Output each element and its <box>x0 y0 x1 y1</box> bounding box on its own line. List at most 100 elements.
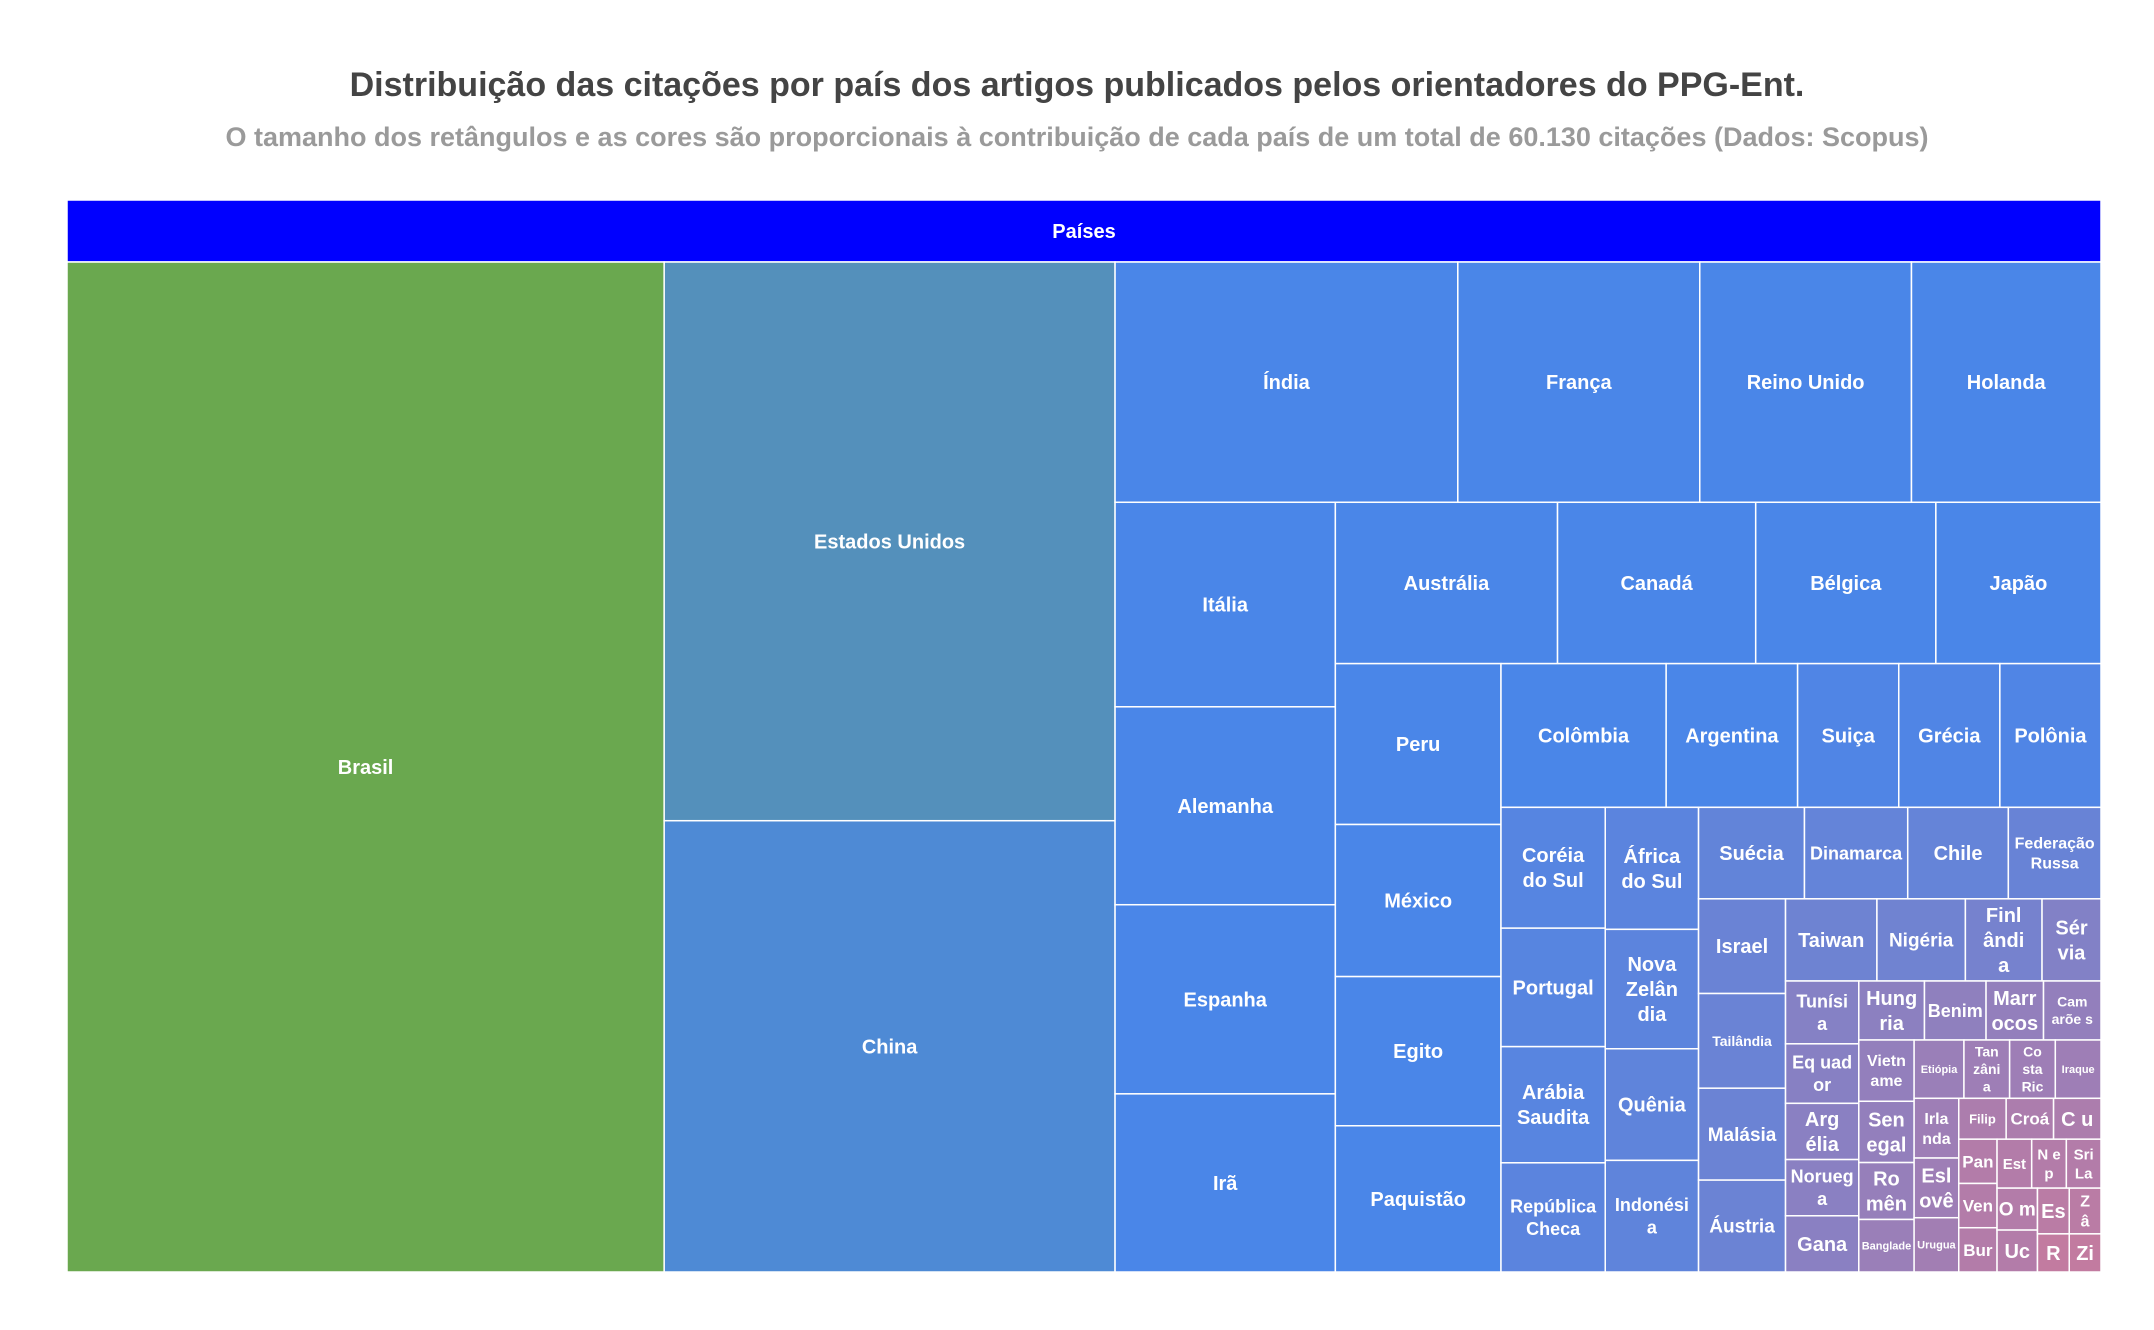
tile-etiopia[interactable] <box>1913 1039 1965 1100</box>
tile-label-equador: Eq uad or <box>1792 1053 1852 1096</box>
tile-china[interactable] <box>663 819 1116 1273</box>
tile-franca[interactable] <box>1457 261 1701 504</box>
tile-label-grecia: Grécia <box>1918 725 1981 747</box>
tile-label-sri-lanka: Sri La <box>2074 1147 2094 1183</box>
tile-label-china: China <box>862 1036 918 1058</box>
tile-canada[interactable] <box>1556 501 1757 665</box>
tile-republica-checa[interactable] <box>1500 1162 1606 1273</box>
tile-grecia[interactable] <box>1897 662 2001 809</box>
tile-paquistao[interactable] <box>1334 1125 1502 1273</box>
chart-title: Distribuição das citações por país dos a… <box>349 66 1805 104</box>
tile-label-nova-zelandia: Nova Zelân dia <box>1626 954 1678 1026</box>
tile-tunisia[interactable] <box>1784 980 1860 1045</box>
tile-label-estonia: Est <box>2003 1156 2026 1173</box>
tile-label-franca: França <box>1546 372 1612 394</box>
tile-label-africa-do-sul: África do Sul <box>1621 845 1682 893</box>
tile-label-iraque: Iraque <box>2062 1064 2095 1076</box>
tile-cuba[interactable] <box>2052 1097 2102 1140</box>
tile-holanda[interactable] <box>1910 261 2102 504</box>
tile-peru[interactable] <box>1334 662 1502 826</box>
tile-portugal[interactable] <box>1500 927 1606 1048</box>
tile-zimbabwe[interactable] <box>2068 1233 2102 1273</box>
tile-indonesia[interactable] <box>1604 1159 1700 1273</box>
tile-servia[interactable] <box>2041 898 2102 982</box>
tile-label-senegal: Sen egal <box>1866 1109 1906 1156</box>
tile-dinamarca[interactable] <box>1803 806 1909 900</box>
tile-label-irlanda: Irla nda <box>1922 1111 1951 1148</box>
tile-tanzania[interactable] <box>1963 1039 2011 1100</box>
tile-label-panama: Pan <box>1962 1152 1993 1171</box>
tile-label-chile: Chile <box>1934 843 1983 865</box>
tile-quenia[interactable] <box>1604 1048 1700 1162</box>
tile-label-burkina-faso: Bur <box>1963 1241 1993 1260</box>
tile-label-cuba: C u <box>2061 1109 2093 1131</box>
tile-japao[interactable] <box>1935 501 2102 665</box>
tile-label-polonia: Polônia <box>2014 725 2087 747</box>
tile-label-suecia: Suécia <box>1719 843 1784 865</box>
tile-ira[interactable] <box>1114 1093 1337 1273</box>
tile-espanha[interactable] <box>1114 903 1337 1095</box>
tile-alemanha[interactable] <box>1114 706 1337 906</box>
chart-subtitle: O tamanho dos retângulos e as cores são … <box>225 122 1929 152</box>
tile-argelia[interactable] <box>1784 1102 1860 1161</box>
tile-nova-zelandia[interactable] <box>1604 928 1700 1050</box>
tile-benim[interactable] <box>1923 980 1987 1041</box>
tile-camaroes[interactable] <box>2042 980 2102 1041</box>
tile-label-canada: Canadá <box>1620 573 1693 595</box>
tile-irlanda[interactable] <box>1913 1097 1960 1159</box>
tile-ucrania[interactable] <box>1996 1229 2039 1273</box>
tile-austria[interactable] <box>1697 1179 1787 1273</box>
tile-senegal[interactable] <box>1858 1100 1915 1164</box>
tile-label-croacia: Croá <box>2011 1110 2050 1129</box>
tile-label-brasil: Brasil <box>338 757 394 779</box>
tile-chile[interactable] <box>1906 806 2010 900</box>
tile-equador[interactable] <box>1784 1043 1860 1105</box>
tile-label-indonesia: Indonési a <box>1615 1195 1689 1238</box>
tile-label-alemanha: Alemanha <box>1177 796 1273 818</box>
tile-brasil[interactable] <box>66 261 665 1273</box>
tile-label-finlandia: Finl ândi a <box>1983 905 2024 977</box>
tile-australia[interactable] <box>1334 501 1559 665</box>
tile-zambia[interactable] <box>2068 1187 2102 1235</box>
tile-mexico[interactable] <box>1334 823 1502 978</box>
tile-india[interactable] <box>1114 261 1459 504</box>
tile-label-gana: Gana <box>1797 1234 1848 1256</box>
tile-malasia[interactable] <box>1697 1087 1787 1181</box>
tile-colombia[interactable] <box>1500 662 1667 809</box>
tile-gana[interactable] <box>1784 1215 1860 1273</box>
tile-ruanda[interactable] <box>2036 1233 2070 1273</box>
tile-label-zimbabwe: Zi <box>2076 1243 2094 1265</box>
tile-label-mexico: México <box>1384 891 1452 913</box>
tile-federacao-russa[interactable] <box>2007 806 2102 900</box>
tile-label-japao: Japão <box>1990 573 2048 595</box>
tile-tailandia[interactable] <box>1697 992 1787 1089</box>
tile-label-reino-unido: Reino Unido <box>1747 372 1865 394</box>
tile-label-vietname: Vietn ame <box>1867 1053 1906 1090</box>
tile-label-bangladesh: Banglade <box>1862 1241 1912 1253</box>
tile-label-colombia: Colômbia <box>1538 725 1630 747</box>
tile-vietname[interactable] <box>1858 1039 1915 1103</box>
tile-reino-unido[interactable] <box>1699 261 1913 504</box>
tile-burkina-faso[interactable] <box>1957 1226 1998 1273</box>
tile-iraque[interactable] <box>2054 1039 2102 1100</box>
tile-label-belgica: Bélgica <box>1810 573 1882 595</box>
tile-polonia[interactable] <box>1999 662 2102 809</box>
tile-coreia-do-sul[interactable] <box>1500 806 1606 929</box>
tile-nepal[interactable] <box>2030 1138 2068 1189</box>
tile-arabia-saudita[interactable] <box>1500 1045 1606 1164</box>
tile-estados-unidos[interactable] <box>663 261 1116 822</box>
tile-finlandia[interactable] <box>1964 898 2043 982</box>
tile-label-paquistao: Paquistão <box>1370 1189 1466 1211</box>
tile-suecia[interactable] <box>1697 806 1806 900</box>
tile-africa-do-sul[interactable] <box>1604 806 1700 931</box>
tile-label-dinamarca: Dinamarca <box>1810 843 1903 863</box>
tile-label-india: Índia <box>1263 371 1311 394</box>
tile-costa-rica[interactable] <box>2008 1039 2057 1100</box>
tile-suica[interactable] <box>1796 662 1900 809</box>
tile-label-espanha: Espanha <box>1184 989 1268 1011</box>
tile-label-tailandia: Tailândia <box>1712 1033 1772 1049</box>
tile-label-quenia: Quênia <box>1618 1095 1687 1117</box>
